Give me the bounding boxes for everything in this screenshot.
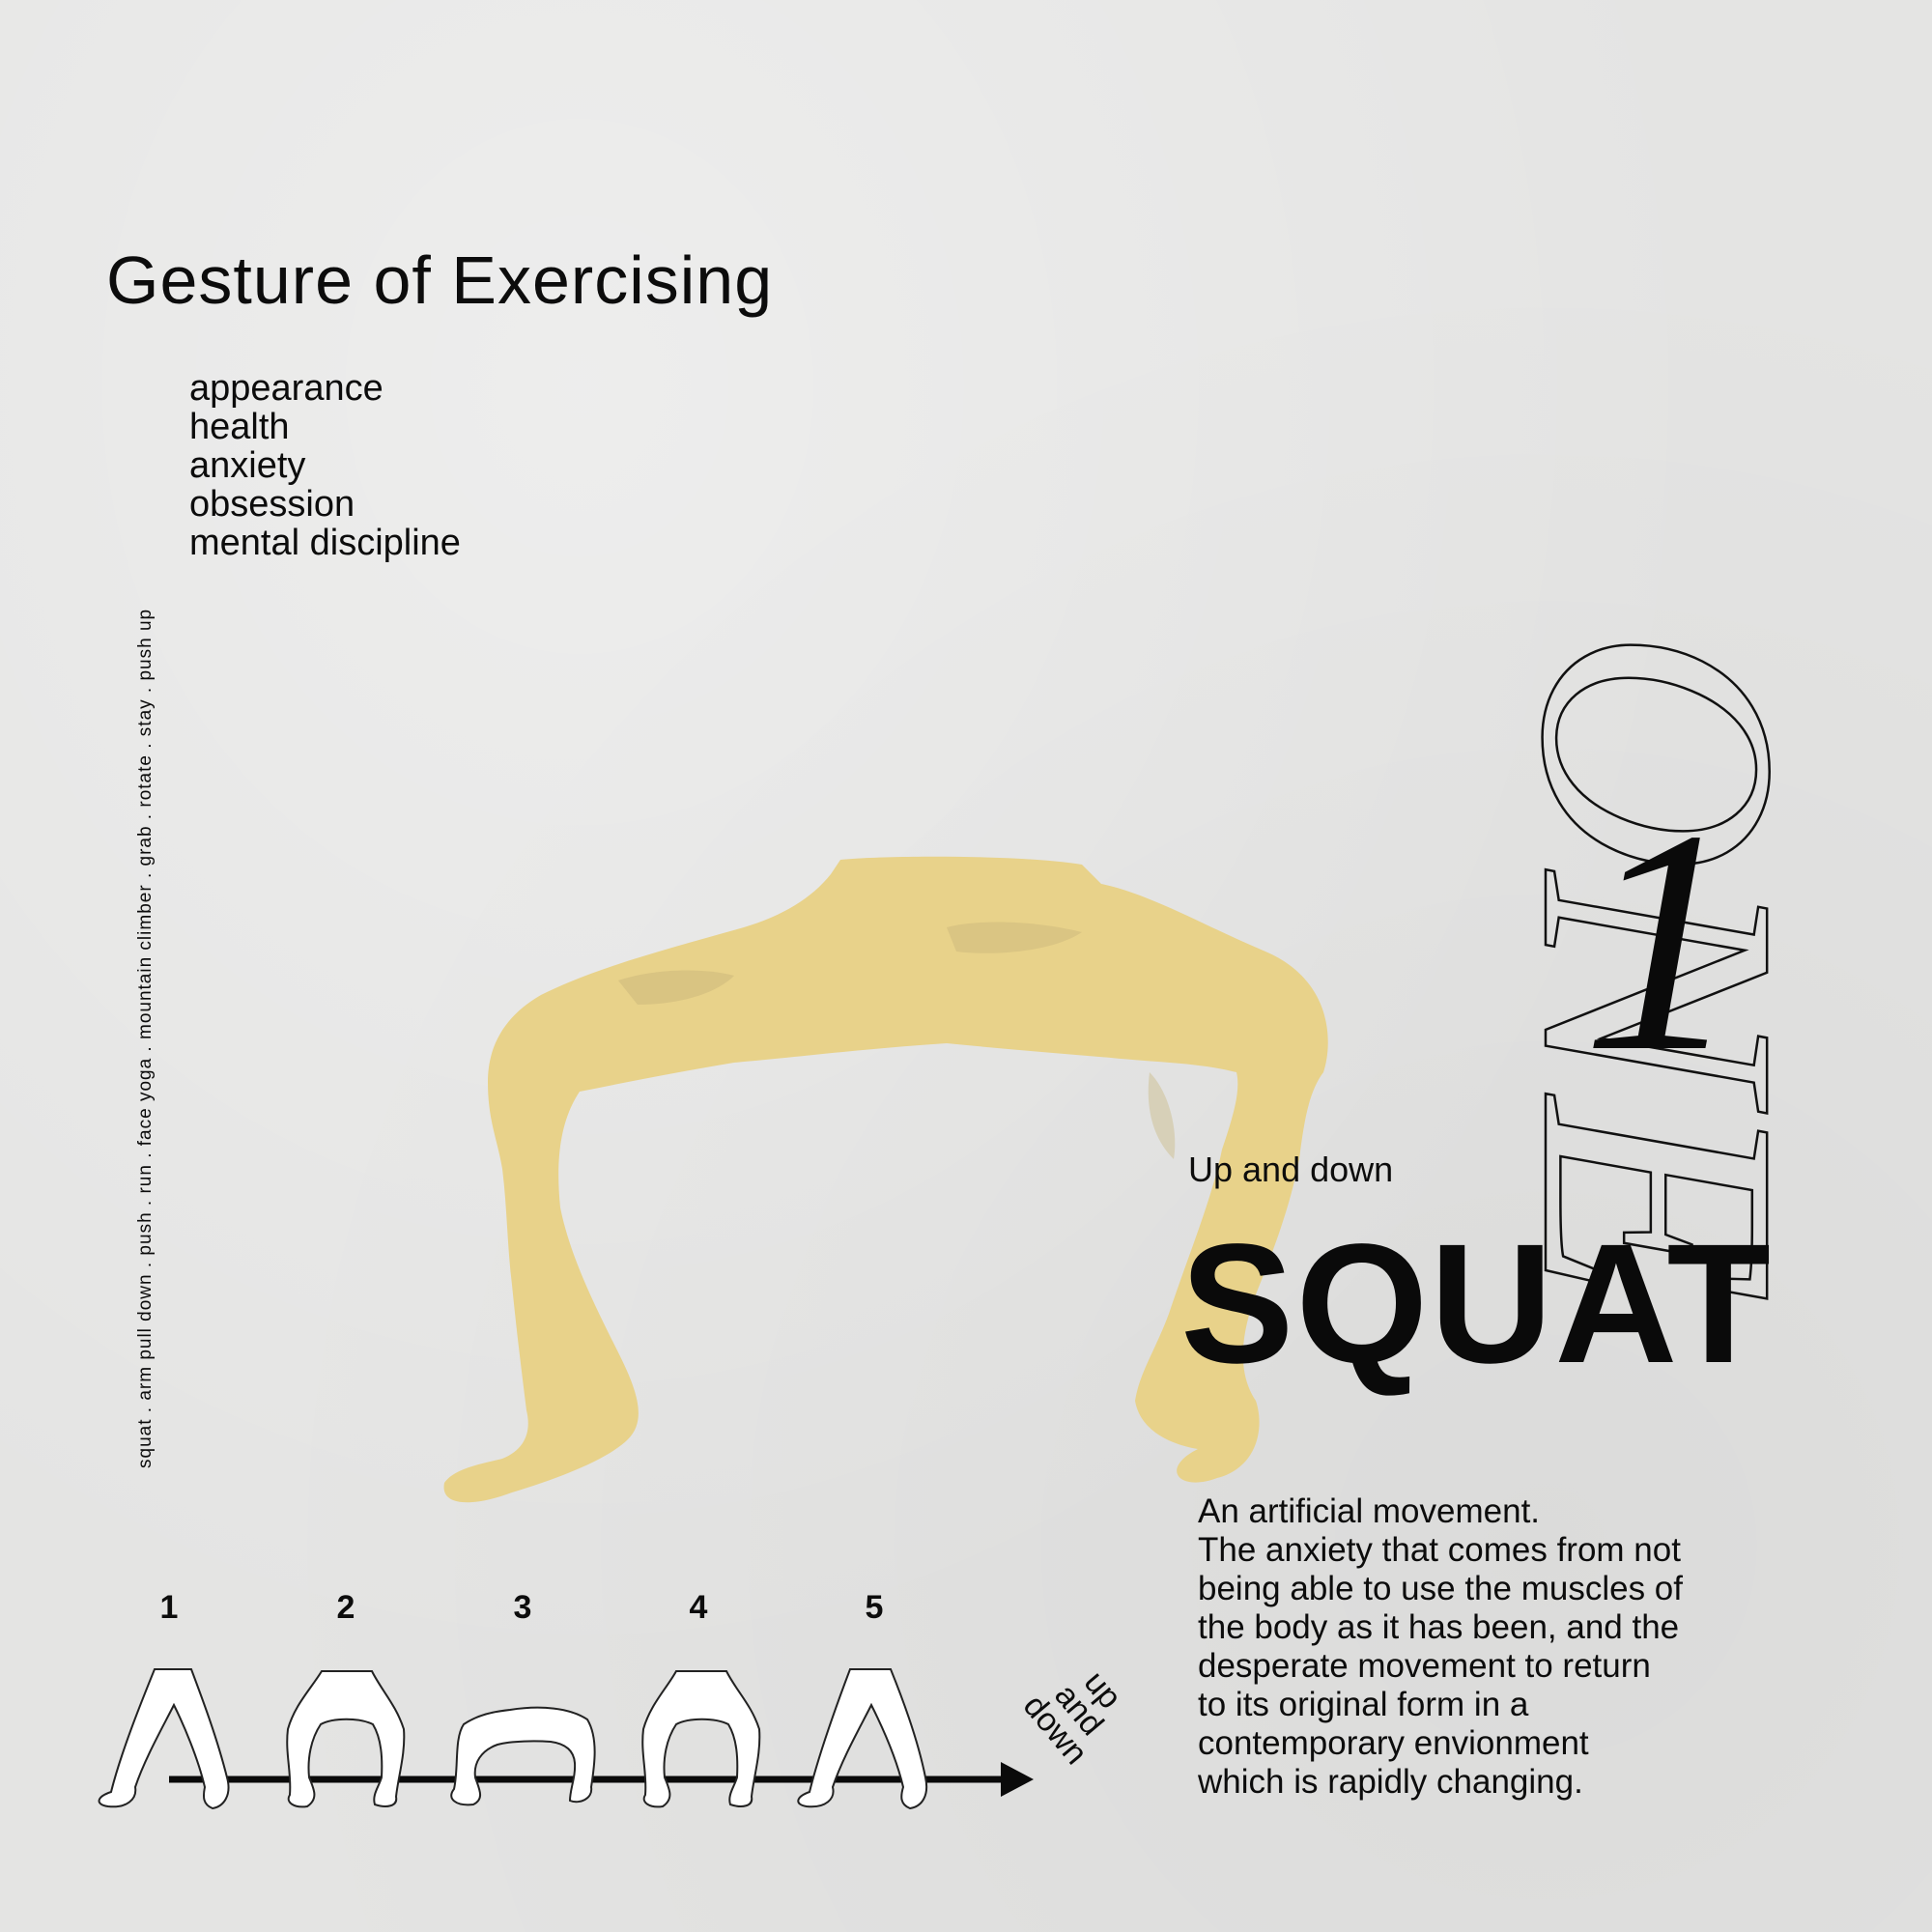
description-line: the body as it has been, and the xyxy=(1198,1608,1680,1646)
description-line: The anxiety that comes from not xyxy=(1198,1531,1681,1569)
step-number-5: 5 xyxy=(865,1589,884,1626)
description-line: desperate movement to return xyxy=(1198,1647,1651,1685)
subtitle-up-and-down: Up and down xyxy=(1188,1150,1394,1189)
step-number-4: 4 xyxy=(689,1589,708,1626)
step-number-2: 2 xyxy=(336,1589,355,1626)
description-line: being able to use the muscles of xyxy=(1198,1570,1683,1607)
description-paragraph: An artificial movement. The anxiety that… xyxy=(1198,1492,1777,1802)
keyword-item: mental discipline xyxy=(189,523,461,563)
exercise-heading: SQUAT xyxy=(1180,1209,1773,1399)
step-number-3: 3 xyxy=(513,1589,532,1626)
description-line: An artificial movement. xyxy=(1198,1492,1541,1530)
keyword-item: anxiety xyxy=(189,445,306,486)
big-numeral: 1 xyxy=(1582,765,1742,1118)
step-figure-3 xyxy=(450,1706,596,1806)
keyword-list: appearance health anxiety obsession ment… xyxy=(189,369,461,562)
step-figure-2 xyxy=(286,1670,406,1808)
step-figure-5 xyxy=(797,1668,928,1810)
step-number-1: 1 xyxy=(159,1589,179,1626)
squat-figure xyxy=(443,856,1328,1503)
keyword-item: appearance xyxy=(189,368,384,409)
description-line: which is rapidly changing. xyxy=(1198,1763,1583,1801)
keyword-item: obsession xyxy=(189,484,355,525)
step-figure-1 xyxy=(98,1668,230,1810)
description-line: contemporary envionment xyxy=(1198,1724,1589,1762)
big-word-outline: ONE xyxy=(1472,628,1847,1304)
description-line: to its original form in a xyxy=(1198,1686,1529,1723)
page-title: Gesture of Exercising xyxy=(106,242,774,318)
keyword-item: health xyxy=(189,407,290,447)
step-figure-4 xyxy=(641,1670,761,1808)
